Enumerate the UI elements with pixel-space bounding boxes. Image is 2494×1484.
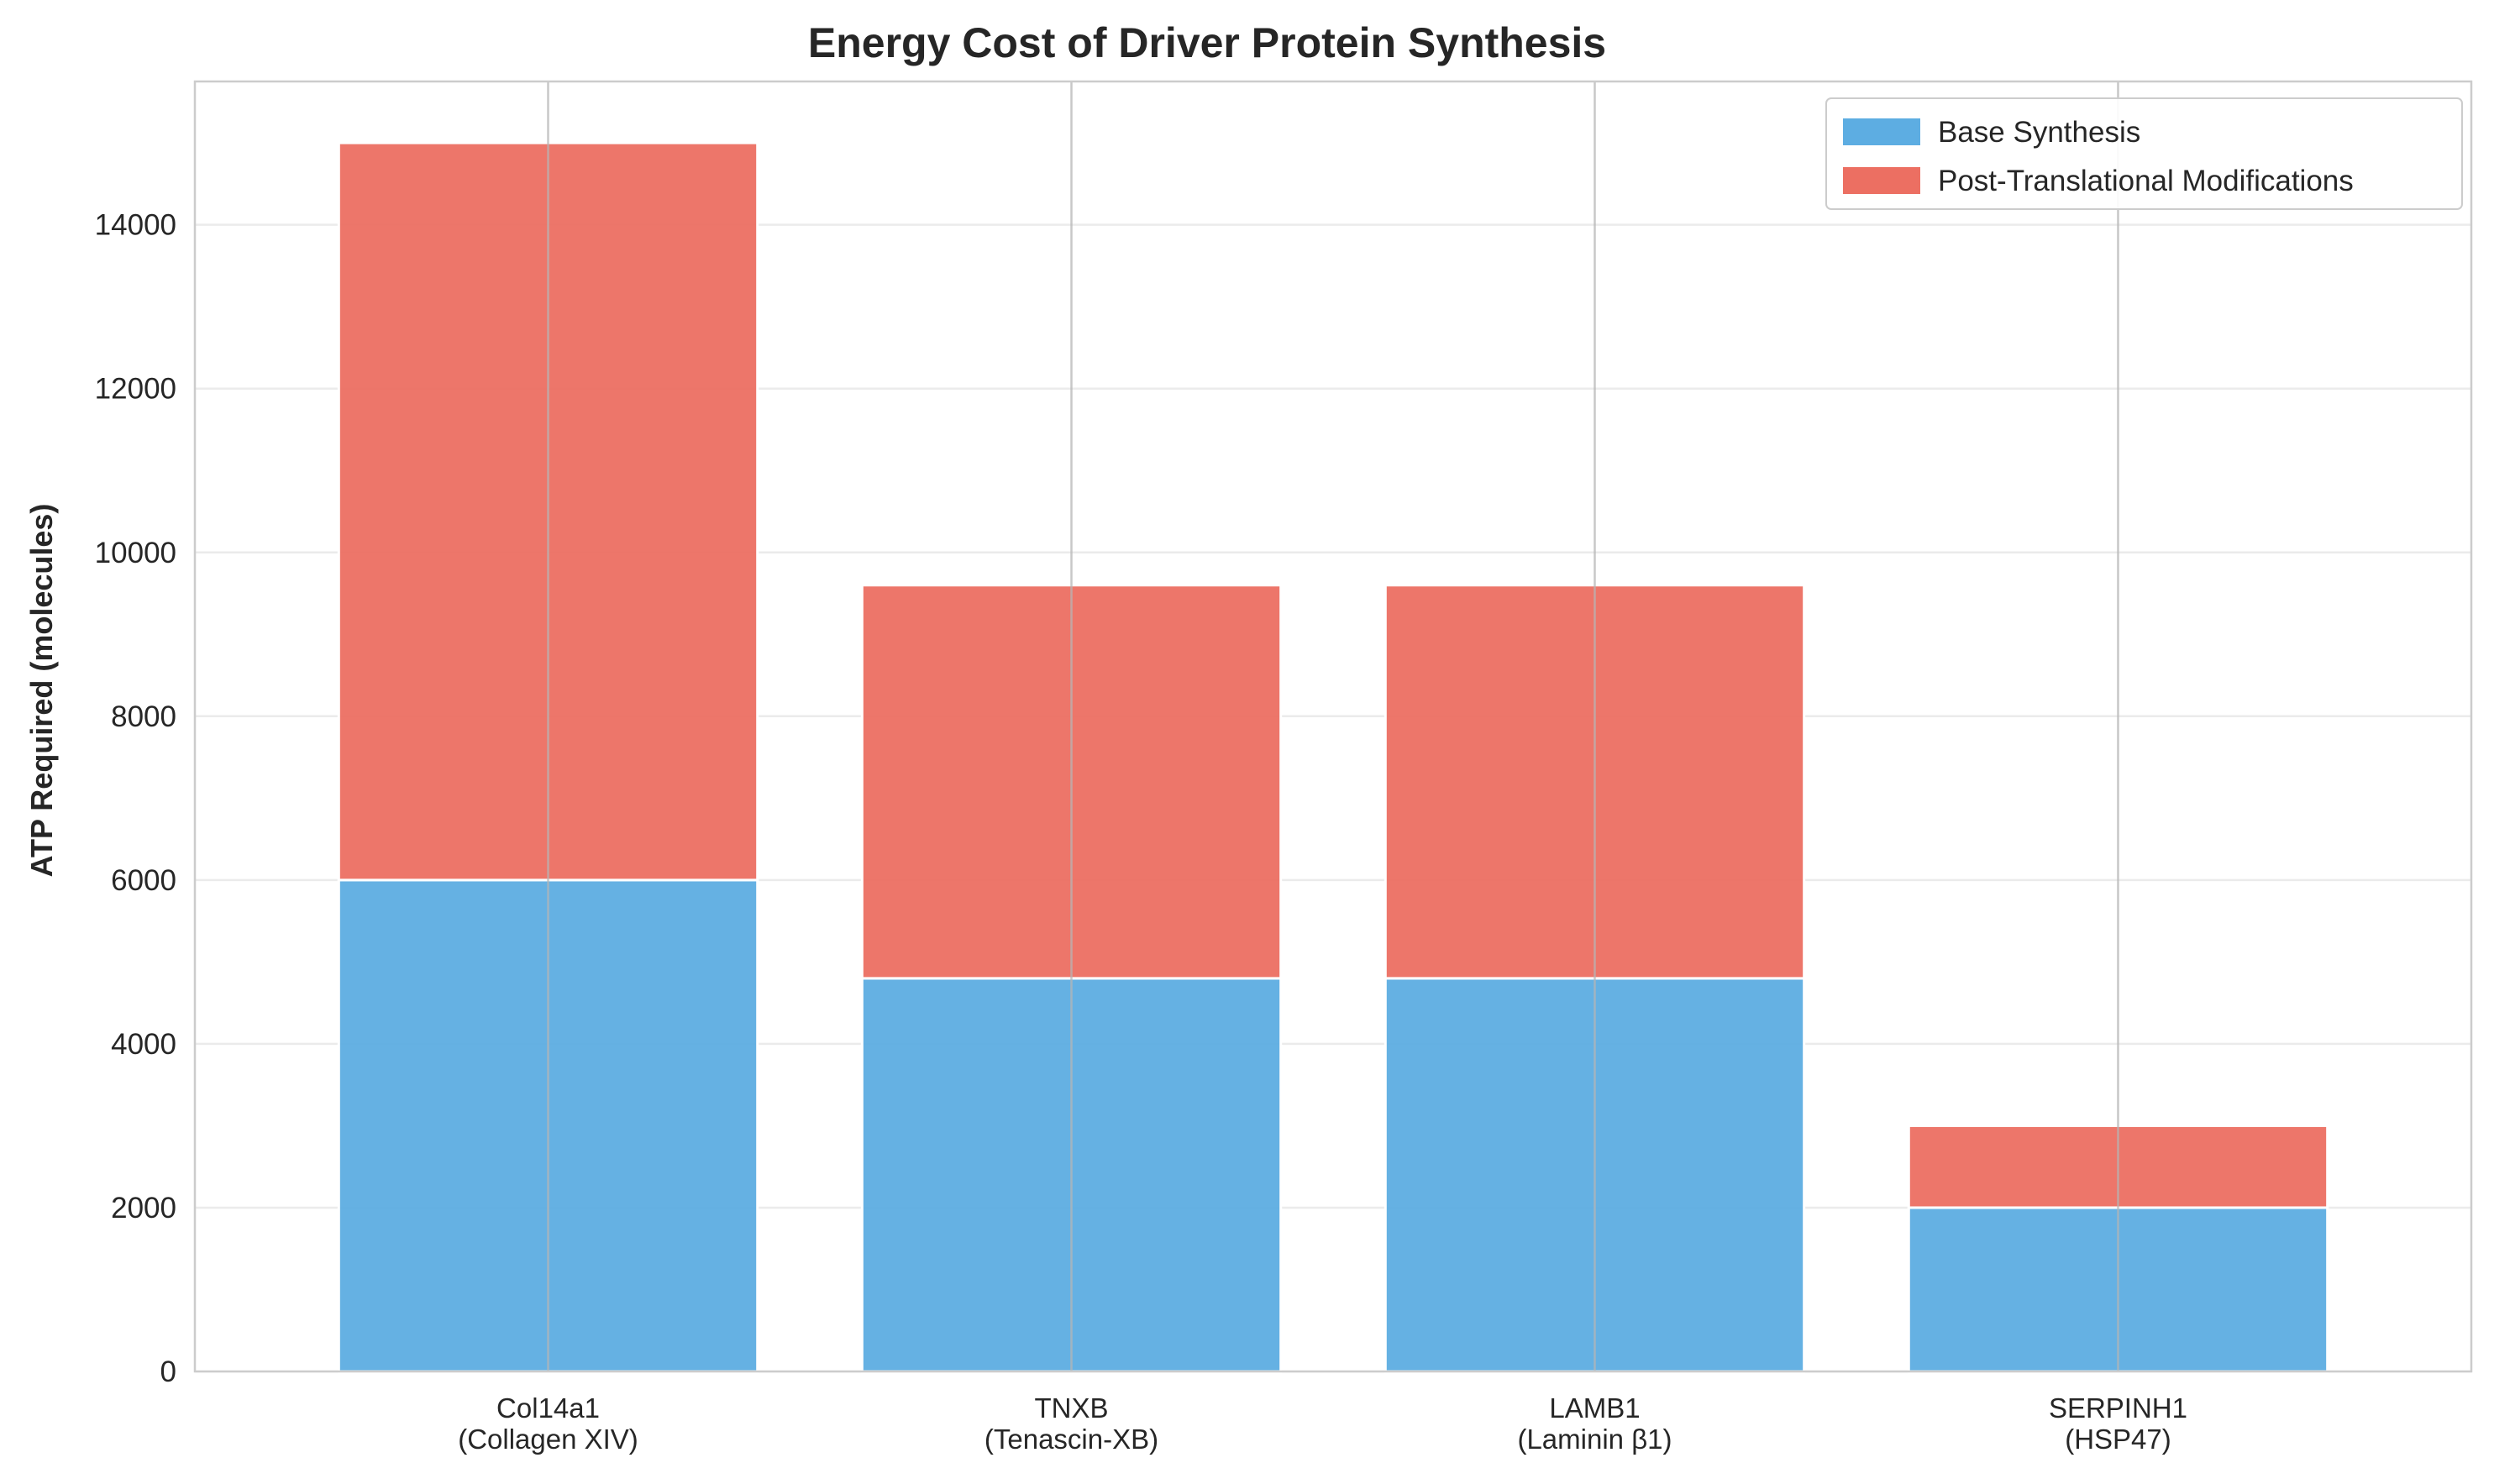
x-tick-label: (HSP47): [2065, 1424, 2171, 1455]
y-axis-ticks: 0 2000 4000 6000 8000 10000 12000 14000: [95, 209, 176, 1388]
y-tick-label: 14000: [95, 209, 176, 242]
x-tick-label: (Tenascin-XB): [984, 1424, 1158, 1455]
x-tick-label: LAMB1: [1549, 1392, 1640, 1424]
y-tick-label: 12000: [95, 373, 176, 406]
legend: Base Synthesis Post-Translational Modific…: [1825, 97, 2463, 210]
legend-swatch: [1843, 118, 1920, 145]
x-tick-label: SERPINH1: [2049, 1392, 2187, 1424]
x-tick-label: (Laminin β1): [1517, 1424, 1672, 1455]
x-tick-label: TNXB: [1034, 1392, 1108, 1424]
y-tick-label: 8000: [111, 700, 176, 733]
plot-frame: [193, 80, 2473, 1373]
y-tick-label: 0: [160, 1356, 176, 1388]
y-tick-label: 4000: [111, 1028, 176, 1061]
legend-label: Post-Translational Modifications: [1938, 165, 2354, 197]
chart-title: Energy Cost of Driver Protein Synthesis: [808, 19, 1606, 66]
y-tick-label: 6000: [111, 864, 176, 897]
legend-swatch: [1843, 167, 1920, 194]
x-axis-ticks: Col14a1(Collagen XIV) TNXB(Tenascin-XB) LA…: [458, 1392, 2187, 1455]
legend-box: [1825, 97, 2463, 210]
x-tick-label: (Collagen XIV): [458, 1424, 638, 1455]
y-tick-label: 10000: [95, 537, 176, 569]
y-tick-label: 2000: [111, 1192, 176, 1224]
vertical-grid-lines: [547, 81, 2119, 1371]
y-axis-label: ATP Required (molecules): [24, 504, 59, 878]
x-tick-label: Col14a1: [496, 1392, 600, 1424]
legend-label: Base Synthesis: [1938, 116, 2140, 149]
